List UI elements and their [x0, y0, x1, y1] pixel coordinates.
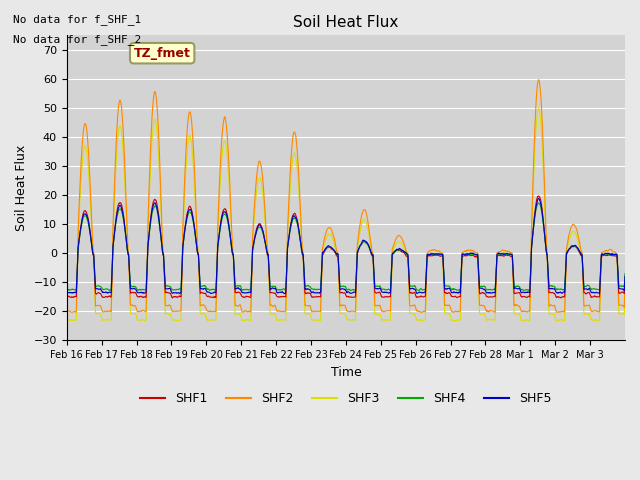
Line: SHF3: SHF3 — [67, 108, 625, 322]
SHF4 — [63, 272, 70, 278]
Y-axis label: Soil Heat Flux: Soil Heat Flux — [15, 145, 28, 231]
SHF5 — [621, 273, 629, 279]
SHF1 — [321, 248, 329, 253]
Text: No data for f_SHF_2: No data for f_SHF_2 — [13, 34, 141, 45]
SHF4 — [332, 249, 339, 255]
SHF4 — [614, 276, 622, 282]
SHF1 — [621, 275, 629, 281]
SHF4 — [347, 288, 355, 293]
SHF2 — [534, 77, 542, 83]
SHF1 — [63, 276, 70, 282]
SHF5 — [280, 291, 288, 297]
Line: SHF1: SHF1 — [67, 196, 625, 298]
Title: Soil Heat Flux: Soil Heat Flux — [293, 15, 399, 30]
SHF2 — [321, 235, 328, 240]
SHF3 — [560, 317, 568, 323]
SHF3 — [535, 106, 543, 111]
SHF1 — [168, 295, 176, 301]
SHF2 — [150, 91, 158, 96]
SHF2 — [478, 302, 486, 308]
Line: SHF5: SHF5 — [67, 198, 625, 294]
SHF2 — [332, 240, 339, 246]
SHF1 — [560, 294, 568, 300]
SHF3 — [614, 300, 622, 305]
SHF4 — [150, 205, 158, 211]
SHF3 — [63, 291, 70, 297]
SHF4 — [560, 287, 568, 292]
Line: SHF4: SHF4 — [67, 203, 625, 290]
SHF2 — [63, 285, 70, 291]
SHF3 — [621, 288, 629, 293]
SHF4 — [534, 200, 542, 206]
SHF5 — [478, 286, 486, 291]
Text: TZ_fmet: TZ_fmet — [134, 47, 191, 60]
X-axis label: Time: Time — [330, 366, 361, 379]
SHF3 — [477, 312, 485, 317]
SHF3 — [552, 319, 560, 324]
SHF1 — [614, 283, 622, 288]
SHF5 — [332, 250, 339, 255]
SHF3 — [150, 118, 158, 124]
SHF5 — [560, 289, 568, 295]
SHF5 — [534, 195, 542, 201]
SHF5 — [321, 246, 329, 252]
SHF5 — [614, 279, 622, 285]
Text: No data for f_SHF_1: No data for f_SHF_1 — [13, 14, 141, 25]
SHF4 — [321, 248, 328, 253]
SHF5 — [63, 274, 70, 280]
SHF1 — [534, 193, 542, 199]
Legend: SHF1, SHF2, SHF3, SHF4, SHF5: SHF1, SHF2, SHF3, SHF4, SHF5 — [135, 387, 557, 410]
SHF2 — [621, 283, 629, 289]
SHF3 — [321, 240, 328, 246]
SHF4 — [621, 271, 629, 276]
SHF1 — [478, 290, 486, 296]
SHF4 — [478, 284, 486, 289]
SHF2 — [418, 310, 426, 315]
SHF1 — [150, 197, 158, 203]
SHF2 — [560, 309, 568, 315]
SHF3 — [332, 245, 339, 251]
SHF2 — [614, 292, 622, 298]
Line: SHF2: SHF2 — [67, 80, 625, 312]
SHF5 — [150, 201, 158, 206]
SHF1 — [332, 251, 339, 256]
